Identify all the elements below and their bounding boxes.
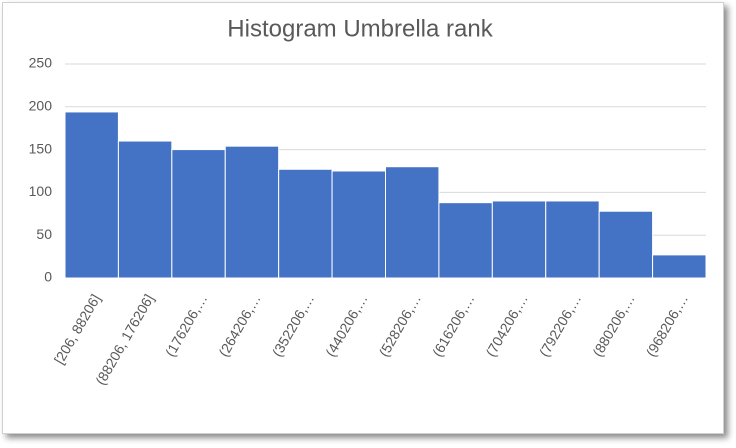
x-tick-label: (352206,…: [269, 291, 317, 359]
x-tick-label: (792206,…: [536, 291, 584, 359]
y-tick-label: 250: [29, 55, 53, 71]
bar: [64, 111, 119, 279]
x-tick-label: [206, 88206]: [51, 291, 104, 366]
chart-title: Histogram Umbrella rank: [227, 15, 493, 42]
x-tick-label: (880206,…: [589, 291, 637, 359]
x-tick-label: (88206, 176206]: [92, 291, 157, 387]
x-tick-label: (704206,…: [482, 291, 530, 359]
x-tick-label: (528206,…: [376, 291, 424, 359]
x-tick-label: (176206,…: [162, 291, 210, 359]
x-tick-label: (440206,…: [322, 291, 370, 359]
bar: [385, 166, 440, 279]
bar: [598, 210, 654, 279]
y-tick-label: 0: [44, 269, 52, 285]
y-tick-label: 100: [29, 183, 53, 199]
bar: [545, 200, 600, 279]
bar: [224, 145, 280, 279]
bar: [171, 149, 226, 279]
bar: [278, 168, 333, 279]
bar: [491, 200, 547, 279]
bar: [652, 254, 707, 279]
bar: [438, 202, 493, 279]
x-tick-label: (616206,…: [429, 291, 477, 359]
x-tick-label: (968206,…: [643, 291, 691, 359]
y-tick-label: 200: [29, 98, 53, 114]
bar: [331, 170, 387, 279]
y-tick-label: 50: [36, 226, 52, 242]
y-tick-label: 150: [29, 140, 53, 156]
bar: [117, 140, 173, 279]
x-tick-label: (264206,…: [215, 291, 263, 359]
